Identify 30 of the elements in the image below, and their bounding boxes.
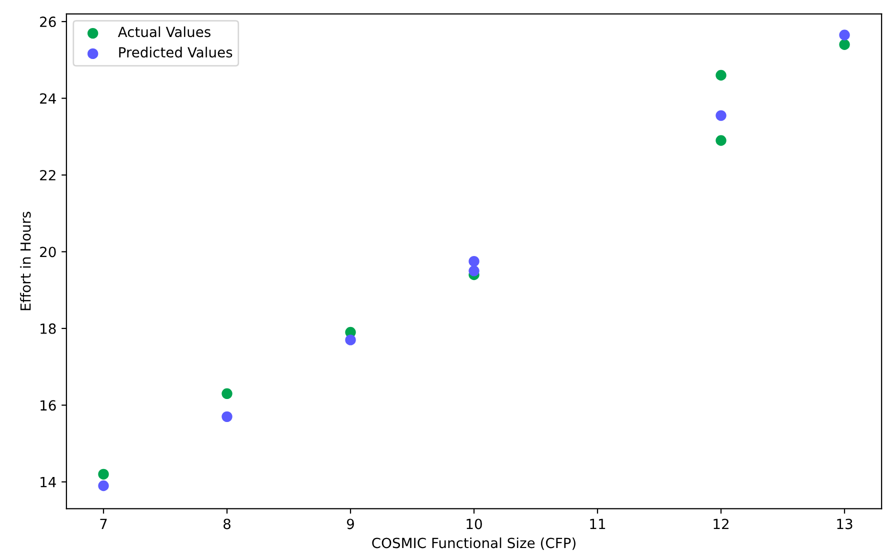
x-tick-label: 11 [590,518,606,530]
x-tick-label: 12 [714,518,728,530]
y-tick-label: 14 [40,477,56,488]
x-tick-label: 10 [466,518,482,530]
point [716,135,726,146]
point [716,70,726,81]
legend-label: Actual Values [118,26,210,38]
point [222,388,232,400]
y-tick-label: 26 [40,16,56,28]
y-tick-label: 18 [40,323,56,334]
y-tick-label: 16 [40,400,56,411]
point [839,30,850,40]
legend-label: Predicted Values [119,46,232,58]
point [716,110,726,121]
x-tick-label: 7 [100,518,107,530]
point [98,468,109,480]
point [839,39,850,50]
point [345,334,356,346]
x-axis-title: COSMIC Functional Size (CFP) [372,537,576,550]
y-axis-title: Effort in Hours [20,212,31,310]
x-tick-label: 13 [837,518,852,530]
point [468,256,480,267]
point [468,266,480,276]
y-tick-label: 20 [40,246,56,258]
y-tick-label: 24 [40,93,56,104]
x-tick-label: 8 [224,518,230,530]
point [222,411,232,422]
point [98,480,109,492]
y-tick-label: 22 [40,170,56,180]
x-tick-label: 9 [346,518,354,530]
